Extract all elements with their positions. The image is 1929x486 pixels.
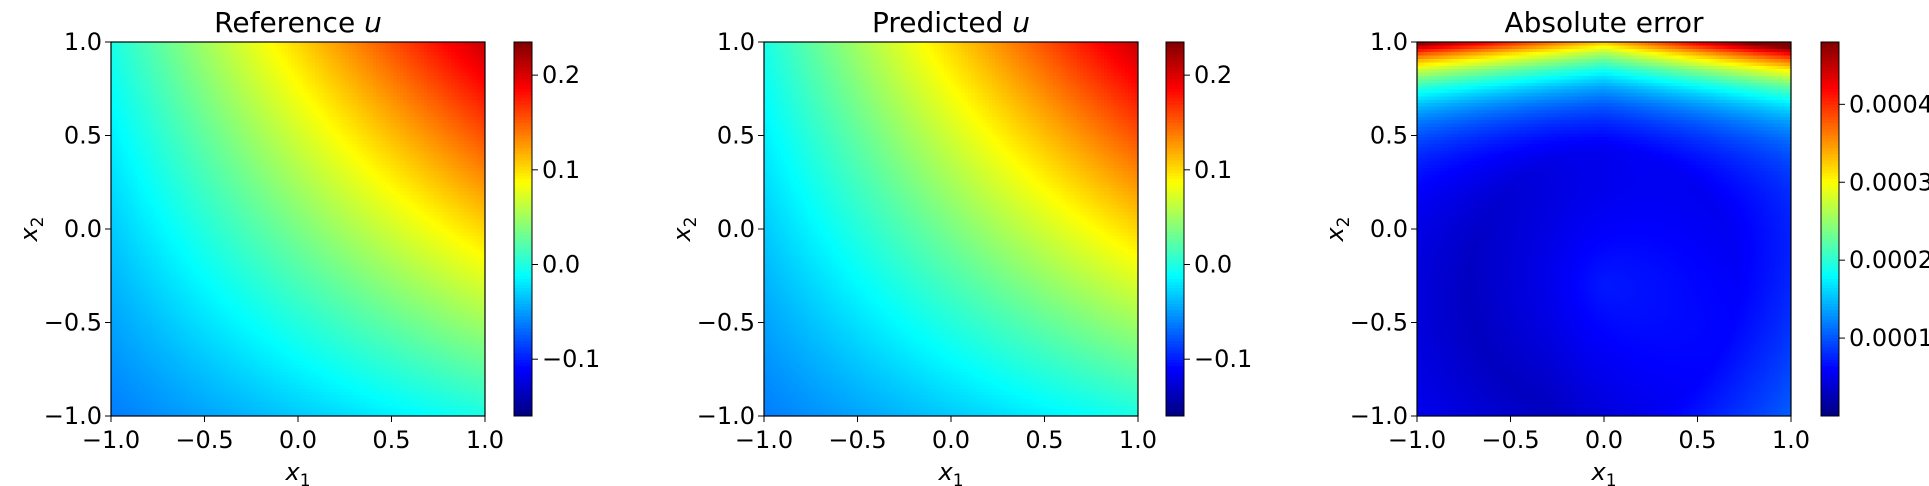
heatmap-cell — [373, 147, 377, 151]
heatmap-cell — [407, 130, 411, 134]
heatmap-cell — [148, 147, 152, 151]
heatmap-cell — [138, 147, 142, 151]
heatmap-cell — [458, 147, 462, 151]
heatmap-cell — [240, 130, 244, 134]
heatmap-cell — [189, 137, 193, 141]
heatmap-cell — [240, 137, 244, 141]
heatmap-cell — [322, 130, 326, 134]
heatmap-cell — [250, 147, 254, 151]
heatmap-cell — [131, 147, 135, 151]
heatmap-cell — [233, 130, 237, 134]
heatmap-cell — [189, 130, 193, 134]
heatmap-cell — [172, 147, 176, 151]
heatmap-cell — [322, 147, 326, 151]
heatmap-cell — [165, 137, 169, 141]
heatmap-cell — [182, 137, 186, 141]
heatmap-cell — [356, 147, 360, 151]
heatmap-cell — [216, 137, 220, 141]
heatmap-cell — [138, 137, 142, 141]
heatmap-cell — [288, 147, 292, 151]
heatmap-cell — [373, 130, 377, 134]
heatmap-cell — [288, 130, 292, 134]
heatmap-cell — [199, 130, 203, 134]
subplot-1: −1.0 −0.5 0.0 0.5 1.0−1.0−0.50.00.51.0Refere… — [15, 6, 600, 486]
heatmap-cell — [223, 147, 227, 151]
heatmap-cell — [216, 147, 220, 151]
heatmap-cell — [424, 130, 428, 134]
heatmap-cell — [223, 130, 227, 134]
heatmap-cell — [206, 137, 210, 141]
heatmap-cell — [288, 137, 292, 141]
heatmap-cell — [475, 137, 479, 141]
heatmap-cell — [373, 137, 377, 141]
heatmap-cell — [131, 137, 135, 141]
heatmap-image — [111, 42, 486, 417]
heatmap-cell — [475, 147, 479, 151]
heatmap-cell — [441, 147, 445, 151]
heatmap-cell — [165, 130, 169, 134]
heatmap-cell — [240, 147, 244, 151]
heatmap-cell — [155, 147, 159, 151]
heatmap-cell — [199, 147, 203, 151]
heatmap-cell — [305, 137, 309, 141]
heatmap-cell — [356, 137, 360, 141]
heatmap-cell — [148, 130, 152, 134]
heatmap-cell — [271, 147, 275, 151]
heatmap-cell — [305, 130, 309, 134]
heatmap-cell — [223, 137, 227, 141]
heatmap-cell — [424, 147, 428, 151]
heatmap-cell — [206, 147, 210, 151]
heatmap-cell — [165, 147, 169, 151]
heatmap-cell — [271, 137, 275, 141]
heatmap-cell — [172, 130, 176, 134]
heatmap-cell — [254, 137, 258, 141]
heatmap-cell — [131, 130, 135, 134]
heatmap-cell — [339, 147, 343, 151]
heatmap-cell — [390, 137, 394, 141]
heatmap-cell — [138, 130, 142, 134]
heatmap-cell — [233, 147, 237, 151]
heatmap-cell — [441, 137, 445, 141]
heatmap-cell — [189, 147, 193, 151]
heatmap-cell — [148, 137, 152, 141]
heatmap-cell — [254, 147, 258, 151]
heatmap-cell — [250, 137, 254, 141]
heatmap-cell — [458, 137, 462, 141]
heatmap-cell — [182, 130, 186, 134]
heatmap-cell — [254, 130, 258, 134]
heatmap-cell — [390, 130, 394, 134]
heatmap-cell — [407, 147, 411, 151]
heatmap-cell — [339, 137, 343, 141]
heatmap-cell — [475, 130, 479, 134]
heatmap-cell — [271, 130, 275, 134]
heatmap-cell — [206, 130, 210, 134]
heatmap-cell — [322, 137, 326, 141]
heatmap-cell — [233, 137, 237, 141]
heatmap-cell — [441, 130, 445, 134]
heatmap-cell — [339, 130, 343, 134]
heatmap-cell — [250, 130, 254, 134]
heatmap-cell — [356, 130, 360, 134]
heatmap-cell — [199, 137, 203, 141]
heatmap-cell — [155, 137, 159, 141]
heatmap-cell — [182, 147, 186, 151]
heatmap-cell — [172, 137, 176, 141]
heatmap-cell — [458, 130, 462, 134]
heatmap-cell — [424, 137, 428, 141]
heatmap-cell — [216, 130, 220, 134]
heatmap-cell — [407, 137, 411, 141]
heatmap-cell — [155, 130, 159, 134]
heatmap-cell — [390, 147, 394, 151]
heatmap-cell — [305, 147, 309, 151]
